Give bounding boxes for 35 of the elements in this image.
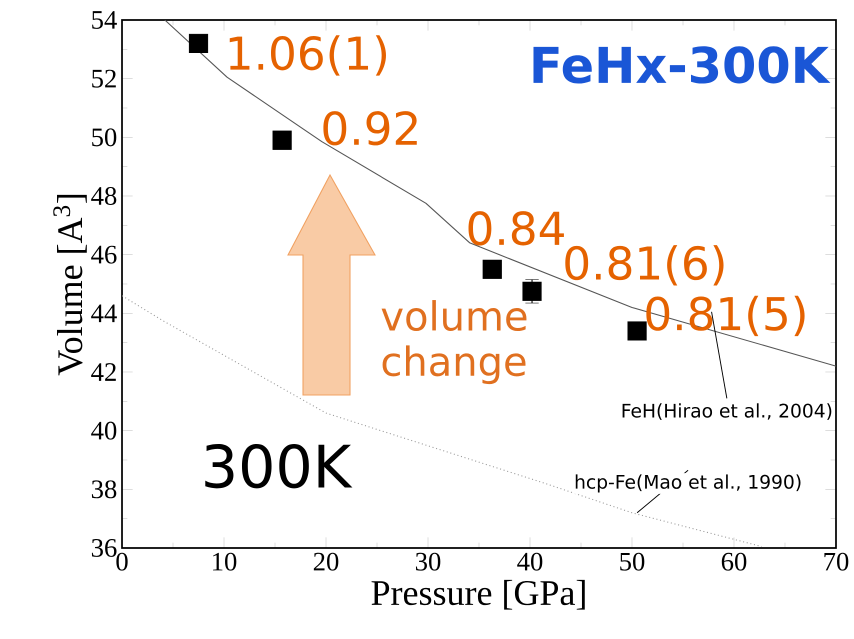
annotation: 0.92	[323, 111, 417, 146]
x-tick-label: 50	[620, 552, 644, 571]
annotation: 0.84	[468, 211, 564, 246]
annotation: 300K	[205, 444, 352, 488]
y-tick-label: 48	[91, 186, 116, 205]
x-axis-title: Pressure [GPa]	[372, 580, 585, 610]
y-axis-title: Volume [A$^{3}$]	[53, 194, 87, 376]
y-tick-label: 54	[92, 11, 117, 29]
y-tick-label: 44	[91, 304, 117, 322]
series-label: hcp-Fe(Mao et al., 1990)	[576, 474, 800, 492]
point	[627, 321, 647, 341]
y-tick-label: 38	[92, 480, 116, 498]
x-tick-label: 30	[416, 552, 440, 571]
annotation: FeHx-300K	[533, 46, 830, 84]
y-tick-label: 50	[92, 128, 116, 146]
point	[482, 260, 502, 279]
y-tick-label: 40	[91, 422, 116, 440]
annotation: volume change	[382, 300, 526, 384]
x-tick-label: 10	[213, 552, 236, 571]
point	[522, 282, 542, 301]
annotation: 1.06(1)	[230, 35, 386, 76]
x-tick-label: 0	[116, 552, 128, 571]
y-tick-label: 52	[92, 70, 116, 88]
point	[272, 130, 292, 150]
y-tick-label: 36	[92, 539, 117, 557]
x-tick-label: 70	[824, 552, 848, 571]
y-tick-label: 42	[91, 363, 116, 381]
x-tick-label: 20	[314, 552, 338, 571]
text: FeH(Hirao et al., 2004)	[622, 403, 832, 420]
x-tick-label: 40	[517, 552, 542, 571]
point	[188, 34, 208, 54]
y-tick-label: 46	[91, 246, 117, 264]
x-tick-label: 60	[722, 552, 746, 571]
annotation: 0.81(5)	[646, 296, 805, 336]
annotation: 0.81(6)	[565, 245, 724, 286]
